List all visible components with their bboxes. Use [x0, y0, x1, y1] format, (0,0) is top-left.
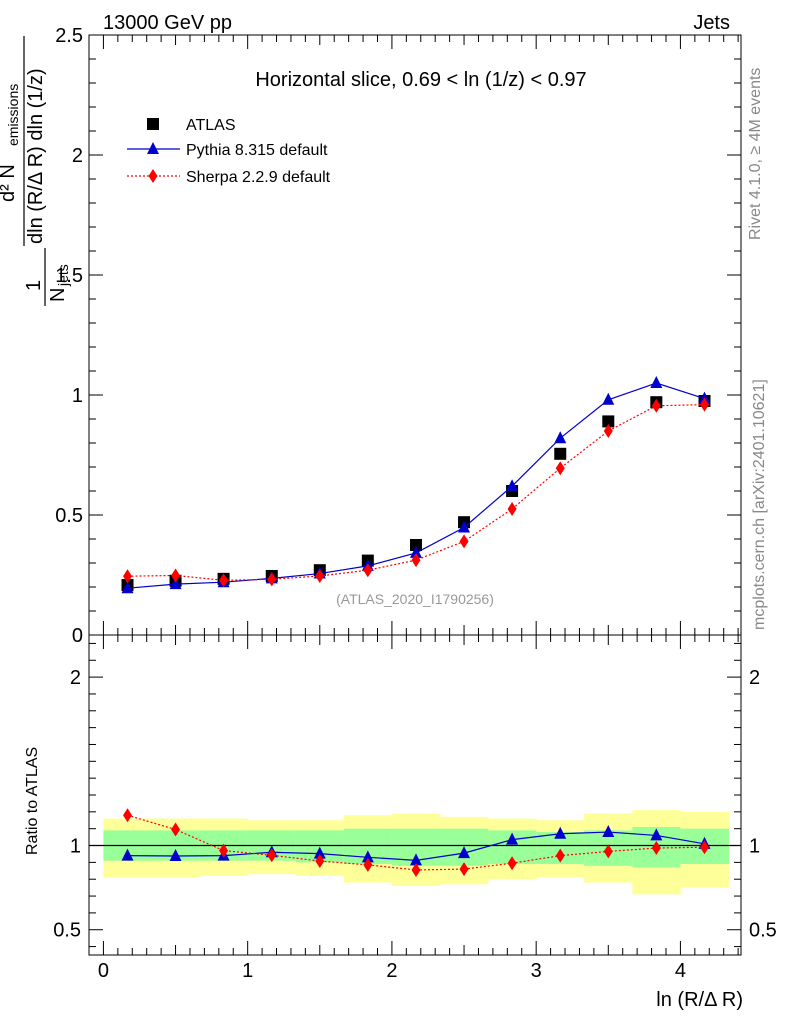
ratio-point-diamond: [267, 848, 277, 863]
x-tick-label: 4: [675, 960, 686, 982]
ratio-plot: 0.5 0.5 1 1 2 2 0 1 2 3 4: [53, 634, 777, 982]
ratio-point-diamond: [555, 848, 565, 863]
data-point-triangle: [169, 577, 182, 590]
ratio-y-tick-label: 1: [70, 836, 81, 858]
y-tick-label: 2: [72, 145, 83, 167]
y-tick-label: 0: [72, 625, 83, 647]
ratio-point-triangle: [458, 846, 471, 859]
main-plot: Horizontal slice, 0.69 < ln (1/z) < 0.97…: [55, 25, 742, 647]
data-point-square: [410, 539, 423, 551]
ratio-point-diamond: [171, 822, 181, 837]
data-point-diamond: [267, 572, 277, 587]
ratio-point-triangle: [650, 828, 663, 841]
energy-label: 13000 GeV pp: [103, 12, 232, 34]
ratio-y-tick-label: 2: [70, 667, 81, 689]
y-tick-label: 1: [72, 385, 83, 407]
ratio-point-triangle: [410, 853, 423, 866]
main-plot-title: Horizontal slice, 0.69 < ln (1/z) < 0.97: [255, 69, 586, 91]
ylabel-frac1-den-sub: jets: [55, 264, 71, 287]
watermark: (ATLAS_2020_I1790256): [336, 591, 494, 607]
data-point-triangle: [410, 545, 423, 558]
ratio-point-diamond: [651, 841, 661, 856]
rivet-label: Rivet 4.1.0, ≥ 4M events: [747, 68, 764, 240]
category-label: Jets: [693, 12, 730, 34]
data-point-triangle: [121, 581, 134, 594]
data-point-diamond: [555, 461, 565, 476]
ratio-y-tick-label-right: 0.5: [749, 920, 777, 942]
data-point-triangle: [602, 392, 615, 405]
data-point-square: [554, 447, 567, 460]
data-point-triangle: [554, 431, 567, 444]
data-point-diamond: [459, 534, 469, 549]
ratio-point-diamond: [603, 844, 613, 859]
data-point-diamond: [700, 397, 710, 412]
ratio-point-triangle: [361, 850, 374, 863]
data-point-triangle: [506, 479, 519, 492]
ratio-point-diamond: [363, 857, 373, 872]
ratio-point-triangle: [169, 848, 182, 861]
ratio-point-diamond: [411, 862, 421, 877]
ratio-point-diamond: [700, 840, 710, 855]
ratio-y-tick-label: 0.5: [53, 920, 81, 942]
data-point-triangle: [458, 520, 471, 533]
data-point-diamond: [315, 568, 325, 583]
data-point-diamond: [651, 398, 661, 413]
data-point-diamond: [219, 573, 229, 588]
ratio-y-tick-label-right: 2: [749, 667, 760, 689]
data-point-triangle: [650, 376, 663, 388]
legend-label-pythia: Pythia 8.315 default: [186, 142, 328, 159]
x-tick-label: 1: [242, 960, 253, 982]
y-tick-label: 0.5: [55, 505, 83, 527]
x-tick-label: 3: [531, 960, 542, 982]
ratio-point-diamond: [123, 808, 133, 823]
ratio-point-diamond: [507, 856, 517, 871]
data-point-diamond: [603, 424, 613, 438]
ylabel-frac2-num-sub: emissions: [5, 84, 21, 146]
ylabel-frac2-den: dln (R/Δ R) dln (1/z): [25, 68, 47, 244]
ratio-point-triangle: [506, 832, 519, 845]
ratio-point-diamond: [219, 843, 229, 858]
ylabel-frac1-num: 1: [23, 280, 45, 291]
data-point-square: [602, 415, 615, 428]
x-tick-label: 2: [386, 960, 397, 982]
legend-marker-sherpa: [148, 169, 158, 183]
data-point-diamond: [507, 502, 517, 516]
data-point-diamond: [411, 553, 421, 568]
source-label: mcplots.cern.ch [arXiv:2401.10621]: [751, 379, 768, 630]
ylabel-frac1-den: N: [47, 288, 69, 302]
data-point-diamond: [171, 568, 181, 583]
ylabel-frac2-num: d² N: [0, 164, 19, 202]
y-tick-label: 2.5: [55, 25, 83, 47]
ratio-point-triangle: [554, 826, 567, 839]
ratio-point-diamond: [459, 862, 469, 877]
y-tick-label: 1.5: [55, 265, 83, 287]
ratio-y-tick-label-right: 1: [749, 836, 760, 858]
ratio-point-triangle: [602, 825, 615, 838]
ratio-y-axis-label: Ratio to ATLAS: [24, 747, 41, 855]
data-point-diamond: [363, 563, 373, 578]
legend-label-atlas: ATLAS: [186, 117, 236, 134]
legend-marker-atlas: [147, 118, 159, 130]
x-axis-label: ln (R/Δ R): [656, 989, 743, 1011]
legend-marker-pythia: [147, 142, 159, 154]
ratio-point-triangle: [121, 848, 134, 861]
legend-label-sherpa: Sherpa 2.2.9 default: [186, 169, 331, 186]
main-y-axis-label: 1 N jets d² N emissions dln (R/Δ R) dln …: [0, 36, 71, 306]
ratio-point-diamond: [315, 854, 325, 869]
data-point-diamond: [123, 569, 133, 584]
x-tick-label: 0: [98, 960, 109, 982]
legend: ATLAS Pythia 8.315 default Sherpa 2.2.9 …: [127, 117, 331, 186]
ratio-plot-frame: [88, 634, 742, 956]
ratio-point-triangle: [313, 846, 326, 859]
